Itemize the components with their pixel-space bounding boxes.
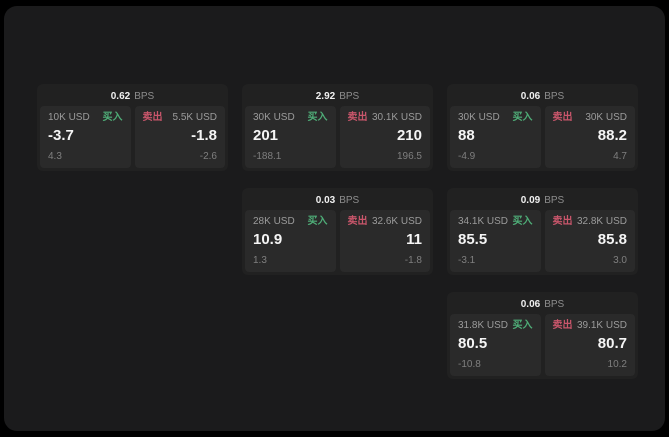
buy-price: -3.7: [48, 127, 74, 144]
buy-price: 85.5: [458, 231, 488, 248]
buy-delta: 1.3: [253, 255, 267, 266]
quote-card: 0.09 BPS 34.1K USD 买入 85.5 -3.1 卖出: [447, 188, 638, 275]
sell-amount: 32.8K USD: [576, 216, 627, 227]
buy-panel[interactable]: 31.8K USD 买入 80.5 -10.8: [450, 314, 541, 376]
buy-price: 80.5: [458, 335, 488, 352]
sell-price: -1.8: [191, 127, 217, 144]
buy-tag: 买入: [307, 112, 328, 123]
sell-amount: 30K USD: [585, 112, 627, 123]
sell-panel[interactable]: 卖出 30K USD 88.2 4.7: [544, 106, 635, 168]
sell-tag: 卖出: [347, 216, 368, 227]
bps-header: 2.92 BPS: [245, 87, 430, 106]
buy-delta: -188.1: [253, 151, 282, 162]
buy-delta: -10.8: [458, 359, 481, 370]
buy-price: 10.9: [253, 231, 283, 248]
bps-value: 0.09: [520, 195, 541, 206]
sell-amount: 32.6K USD: [371, 216, 422, 227]
buy-tag: 买入: [512, 112, 533, 123]
sell-delta: -1.8: [404, 255, 422, 266]
sell-price: 11: [406, 231, 422, 248]
sell-delta: -2.6: [199, 151, 217, 162]
bps-unit-label: BPS: [544, 91, 565, 102]
sell-tag: 卖出: [347, 112, 368, 123]
sell-tag: 卖出: [142, 112, 163, 123]
buy-panel[interactable]: 30K USD 买入 201 -188.1: [245, 106, 336, 168]
sell-delta: 10.2: [607, 359, 627, 370]
buy-tag: 买入: [512, 216, 533, 227]
bps-header: 0.06 BPS: [450, 87, 635, 106]
sell-price: 210: [396, 127, 422, 144]
quote-card: 0.06 BPS 30K USD 买入 88 -4.9 卖出: [447, 84, 638, 171]
bps-value: 0.62: [110, 91, 131, 102]
buy-tag: 买入: [102, 112, 123, 123]
bps-unit-label: BPS: [134, 91, 155, 102]
buy-amount: 28K USD: [253, 216, 295, 227]
sell-amount: 5.5K USD: [172, 112, 217, 123]
bps-header: 0.06 BPS: [450, 295, 635, 314]
buy-panel[interactable]: 34.1K USD 买入 85.5 -3.1: [450, 210, 541, 272]
bps-header: 0.62 BPS: [40, 87, 225, 106]
buy-delta: -4.9: [458, 151, 476, 162]
buy-amount: 30K USD: [458, 112, 500, 123]
sell-price: 80.7: [597, 335, 627, 352]
bps-value: 2.92: [315, 91, 336, 102]
sell-tag: 卖出: [552, 216, 573, 227]
bps-unit-label: BPS: [339, 91, 360, 102]
buy-delta: -3.1: [458, 255, 476, 266]
bps-header: 0.09 BPS: [450, 191, 635, 210]
sell-amount: 39.1K USD: [576, 320, 627, 331]
sell-tag: 卖出: [552, 112, 573, 123]
buy-amount: 34.1K USD: [458, 216, 509, 227]
bps-value: 0.03: [315, 195, 336, 206]
buy-amount: 30K USD: [253, 112, 295, 123]
buy-tag: 买入: [307, 216, 328, 227]
sell-panel[interactable]: 卖出 39.1K USD 80.7 10.2: [544, 314, 635, 376]
buy-tag: 买入: [512, 320, 533, 331]
bps-value: 0.06: [520, 299, 541, 310]
sell-delta: 196.5: [396, 151, 422, 162]
sell-price: 88.2: [597, 127, 627, 144]
buy-delta: 4.3: [48, 151, 62, 162]
bps-value: 0.06: [520, 91, 541, 102]
sell-tag: 卖出: [552, 320, 573, 331]
sell-amount: 30.1K USD: [371, 112, 422, 123]
sell-panel[interactable]: 卖出 30.1K USD 210 196.5: [339, 106, 430, 168]
quote-board-panel: 0.62 BPS 10K USD 买入 -3.7 4.3 卖出: [4, 6, 665, 431]
quote-card: 0.62 BPS 10K USD 买入 -3.7 4.3 卖出: [37, 84, 228, 171]
bps-unit-label: BPS: [544, 299, 565, 310]
cards-grid: 0.62 BPS 10K USD 买入 -3.7 4.3 卖出: [37, 84, 638, 379]
quote-card: 0.03 BPS 28K USD 买入 10.9 1.3 卖出: [242, 188, 433, 275]
buy-price: 201: [253, 127, 279, 144]
sell-panel[interactable]: 卖出 32.8K USD 85.8 3.0: [544, 210, 635, 272]
bps-header: 0.03 BPS: [245, 191, 430, 210]
sell-price: 85.8: [597, 231, 627, 248]
buy-panel[interactable]: 28K USD 买入 10.9 1.3: [245, 210, 336, 272]
sell-panel[interactable]: 卖出 32.6K USD 11 -1.8: [339, 210, 430, 272]
quote-card: 0.06 BPS 31.8K USD 买入 80.5 -10.8 卖: [447, 292, 638, 379]
buy-amount: 31.8K USD: [458, 320, 509, 331]
buy-amount: 10K USD: [48, 112, 90, 123]
bps-unit-label: BPS: [544, 195, 565, 206]
buy-price: 88: [458, 127, 475, 144]
quote-card: 2.92 BPS 30K USD 买入 201 -188.1 卖出: [242, 84, 433, 171]
bps-unit-label: BPS: [339, 195, 360, 206]
sell-panel[interactable]: 卖出 5.5K USD -1.8 -2.6: [134, 106, 225, 168]
buy-panel[interactable]: 30K USD 买入 88 -4.9: [450, 106, 541, 168]
sell-delta: 3.0: [613, 255, 627, 266]
sell-delta: 4.7: [613, 151, 627, 162]
buy-panel[interactable]: 10K USD 买入 -3.7 4.3: [40, 106, 131, 168]
